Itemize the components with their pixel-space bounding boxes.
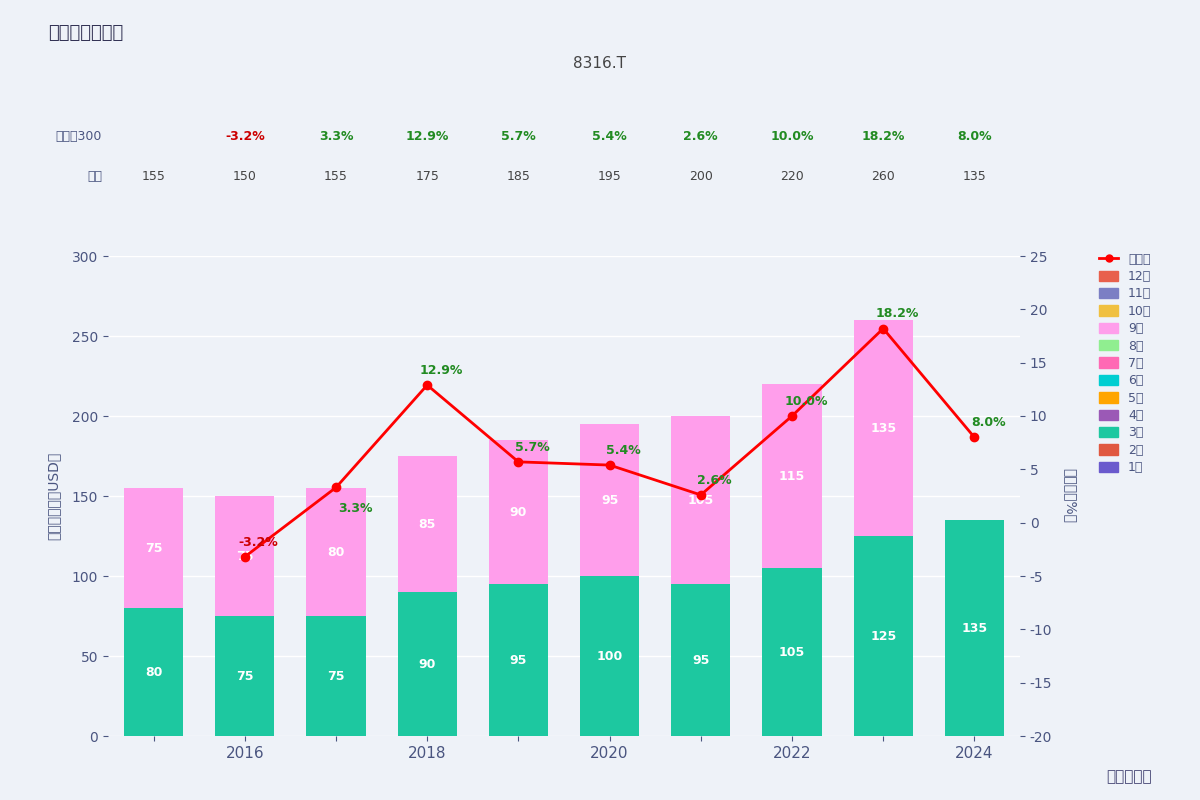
Text: -3.2%: -3.2% (224, 130, 265, 142)
Text: 260: 260 (871, 170, 895, 182)
Bar (762, 384, 822, 568)
増配率 (785, 411, 799, 421)
Text: 10.0%: 10.0% (784, 395, 828, 408)
Text: 200: 200 (689, 170, 713, 182)
Bar (397, 592, 457, 736)
Text: 75: 75 (236, 670, 253, 682)
Text: 115: 115 (779, 470, 805, 482)
Text: 18.2%: 18.2% (862, 130, 905, 142)
Text: 195: 195 (598, 170, 622, 182)
Text: 85: 85 (419, 518, 436, 530)
Text: 5.4%: 5.4% (606, 444, 641, 457)
Text: 8.0%: 8.0% (958, 130, 991, 142)
増配率 (602, 460, 617, 470)
Text: 増配率300: 増配率300 (55, 130, 102, 142)
Text: 95: 95 (601, 494, 618, 506)
Text: 90: 90 (510, 506, 527, 518)
Bar (306, 488, 366, 616)
Text: 175: 175 (415, 170, 439, 182)
Text: 12.9%: 12.9% (406, 130, 449, 142)
Text: 8.0%: 8.0% (971, 416, 1006, 430)
Text: 10.0%: 10.0% (770, 130, 814, 142)
Bar (397, 456, 457, 592)
増配率 (967, 433, 982, 442)
Text: 105: 105 (779, 646, 805, 658)
Bar (215, 496, 275, 616)
増配率 (238, 552, 252, 562)
Text: 135: 135 (962, 170, 986, 182)
Bar (306, 616, 366, 736)
Line: 増配率: 増配率 (241, 324, 978, 561)
増配率 (694, 490, 708, 500)
Text: 100: 100 (596, 650, 623, 662)
Text: 配当金推移比較: 配当金推移比較 (48, 24, 124, 42)
Bar (124, 488, 184, 608)
Text: 90: 90 (419, 658, 436, 670)
Bar (580, 424, 640, 576)
Text: 75: 75 (236, 550, 253, 562)
Bar (124, 608, 184, 736)
Text: 220: 220 (780, 170, 804, 182)
Text: 2.6%: 2.6% (684, 130, 718, 142)
Text: 75: 75 (328, 670, 344, 682)
Text: 5.4%: 5.4% (593, 130, 626, 142)
Bar (488, 440, 548, 584)
Text: 75: 75 (145, 542, 162, 554)
Y-axis label: 年間分配金（USD）: 年間分配金（USD） (47, 452, 61, 540)
Text: 95: 95 (510, 654, 527, 666)
Bar (580, 576, 640, 736)
Bar (853, 536, 913, 736)
Text: 155: 155 (324, 170, 348, 182)
Legend: 増配率, 12月, 11月, 10月, 9月, 8月, 7月, 6月, 5月, 4月, 3月, 2月, 1月: 増配率, 12月, 11月, 10月, 9月, 8月, 7月, 6月, 5月, … (1099, 253, 1151, 474)
Text: 8316.T: 8316.T (574, 56, 626, 71)
Text: 80: 80 (328, 546, 344, 558)
Text: 18.2%: 18.2% (876, 307, 919, 321)
Text: -3.2%: -3.2% (239, 536, 278, 549)
Text: 95: 95 (692, 654, 709, 666)
Bar (488, 584, 548, 736)
Text: 5.7%: 5.7% (502, 130, 535, 142)
Text: 80: 80 (145, 666, 162, 678)
増配率 (420, 380, 434, 390)
Bar (671, 584, 731, 736)
Text: 150: 150 (233, 170, 257, 182)
増配率 (329, 482, 343, 492)
Text: 3.3%: 3.3% (319, 130, 353, 142)
Bar (671, 416, 731, 584)
増配率 (876, 324, 890, 334)
Text: 135: 135 (961, 622, 988, 634)
Bar (944, 520, 1004, 736)
Text: 3.3%: 3.3% (338, 502, 373, 515)
Text: 135: 135 (870, 422, 896, 434)
増配率 (511, 457, 526, 466)
Bar (215, 616, 275, 736)
Text: 12.9%: 12.9% (420, 364, 463, 377)
Bar (762, 568, 822, 736)
Text: ネコの投資: ネコの投資 (1106, 769, 1152, 784)
Text: 2.6%: 2.6% (697, 474, 732, 487)
Text: 5.7%: 5.7% (515, 441, 550, 454)
Text: 合計: 合計 (86, 170, 102, 182)
Text: 125: 125 (870, 630, 896, 642)
Text: 185: 185 (506, 170, 530, 182)
Text: 105: 105 (688, 494, 714, 506)
Text: 155: 155 (142, 170, 166, 182)
Y-axis label: 増配率（%）: 増配率（%） (1063, 469, 1078, 523)
Bar (853, 320, 913, 536)
